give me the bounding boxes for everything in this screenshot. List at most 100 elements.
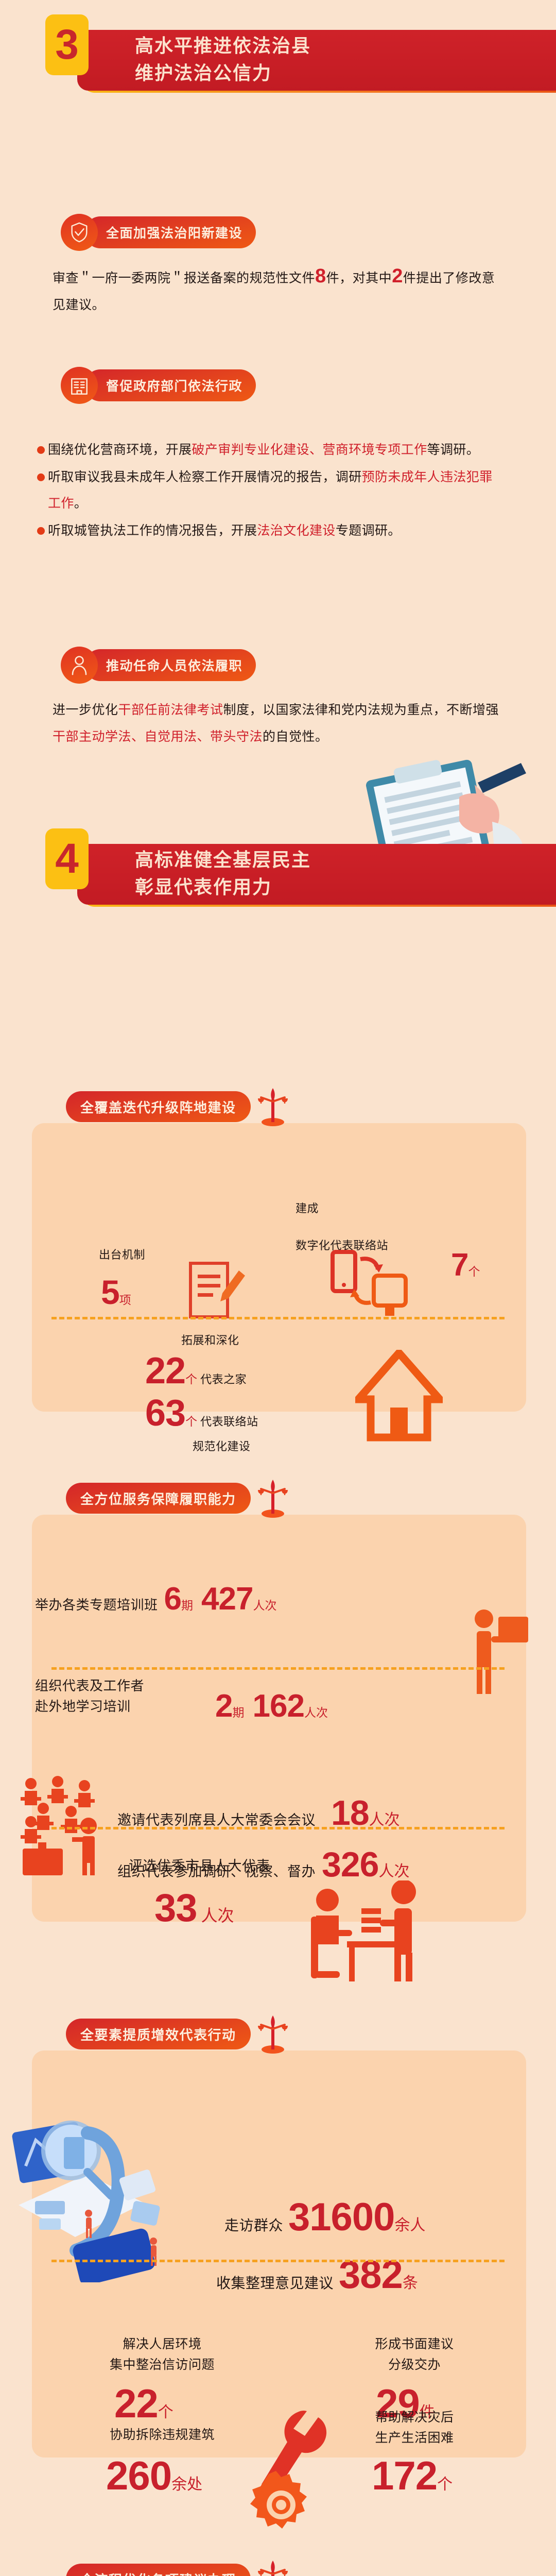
card-header-4: 全流程优化各项建议办理: [66, 2558, 289, 2576]
value-5: 5: [101, 1273, 120, 1311]
bullet-1-hl: 破产审判专业化建设、营商环境专项工作: [192, 443, 427, 457]
para3-hl2: 干部主动学法、自觉用法、带头守法: [53, 730, 263, 744]
value-427: 427: [201, 1581, 253, 1617]
mascot-scales-icon: [257, 1480, 288, 1518]
house-icon: [355, 1350, 443, 1442]
value-22b: 22: [114, 2381, 159, 2426]
card-title-1: 全覆盖迭代升级阵地建设: [66, 1091, 251, 1122]
label-standardization: 规范化建设: [193, 1440, 251, 1453]
device-sync-icon: [331, 1250, 408, 1316]
bullet-1-a: 围绕优化营商环境，开展: [48, 443, 192, 457]
stat-written-suggestions: 29 件: [376, 2380, 435, 2427]
para-text-3: 对其中: [352, 271, 392, 285]
bullet-dot-icon: [37, 527, 45, 535]
subsection-title-1: 全面加强法治阳新建设: [84, 216, 256, 248]
card-divider: [51, 1317, 505, 1319]
magnifier-data-icon: [12, 2121, 160, 2282]
unit-ge-3: 个: [185, 1415, 198, 1428]
stat-mechanism: 5 项: [101, 1273, 131, 1312]
value-260: 260: [106, 2453, 172, 2498]
section-title-3: 高水平推进依法治县 维护法治公信力: [135, 35, 311, 83]
mascot-scales-icon: [257, 2015, 288, 2054]
bullet-2-b: 。: [74, 496, 88, 511]
unit-qi-2: 期: [232, 1706, 245, 1719]
stat-8: 8: [315, 265, 326, 287]
card-title-4: 全流程优化各项建议办理: [66, 2564, 251, 2576]
label-training-classes: 举办各类专题培训班: [35, 1597, 158, 1613]
value-162: 162: [252, 1688, 304, 1724]
bullet-1-b: 等调研。: [427, 443, 480, 457]
mascot-scales-icon: [257, 1088, 288, 1126]
card-header-2: 全方位服务保障履职能力: [66, 1478, 289, 1519]
label-built: 建成: [296, 1202, 319, 1215]
para-text-4: 件提出了修改意见建议。: [53, 271, 495, 312]
value-18: 18: [331, 1793, 370, 1833]
card-title-2: 全方位服务保障履职能力: [66, 1483, 251, 1514]
unit-tiao: 条: [402, 2275, 418, 2292]
bullet-3-hl: 法治文化建设: [257, 523, 336, 538]
label-living-environment: 解决人居环境 集中整治信访问题: [109, 2337, 215, 2372]
card-title-3: 全要素提质增效代表行动: [66, 2019, 251, 2049]
subsection-header-1: 全面加强法治阳新建设: [61, 214, 256, 251]
card-divider: [51, 2260, 505, 2262]
bullet-dot-icon: [37, 446, 45, 454]
list-item: 听取城管执法工作的情况报告，开展法治文化建设专题调研。: [37, 518, 500, 544]
pencil-doc-icon: [189, 1262, 245, 1318]
shield-icon: [61, 214, 98, 251]
value-22: 22: [145, 1350, 186, 1392]
bullet-3-a: 听取城管执法工作的情况报告，开展: [48, 523, 257, 538]
value-33: 33: [154, 1886, 198, 1930]
label-disaster-relief: 帮助解决灾后 生产生活困难: [375, 2410, 454, 2445]
value-63: 63: [145, 1393, 186, 1434]
label-excellent-representative: 评选优秀市县人大代表: [129, 1858, 270, 1874]
subsection-header-3: 推动任命人员依法履职: [61, 647, 256, 684]
card-service-capacity: [32, 1515, 526, 1922]
stat-row-research: 组织代表参加调研、视察、督办 326 人次: [117, 1844, 409, 1885]
para-text-2: 件，: [326, 271, 353, 285]
para-text-1: 审查＂一府一委两院＂报送备案的规范性文件: [53, 271, 316, 285]
value-6: 6: [164, 1581, 182, 1617]
list-item: 听取审议我县未成年人检察工作开展情况的报告，调研预防未成年人违法犯罪工作。: [37, 464, 500, 517]
label-assist-demolition: 协助拆除违规建筑: [109, 2428, 215, 2442]
unit-renci-2: 人次: [304, 1706, 328, 1719]
person-icon: [61, 647, 98, 684]
label-visit-public: 走访群众: [224, 2217, 284, 2233]
unit-yuchu: 余处: [171, 2476, 203, 2493]
card-header-3: 全要素提质增效代表行动: [66, 2013, 289, 2055]
subsection-paragraph-1: 审查＂一府一委两院＂报送备案的规范性文件8件，对其中2件提出了修改意见建议。: [53, 263, 506, 318]
label-external-training: 组织代表及工作者 赴外地学习培训: [35, 1678, 145, 1714]
unit-renci-4: 人次: [378, 1863, 410, 1880]
subsection-bullets-2: 围绕优化营商环境，开展破产审判专业化建设、营商环境专项工作等调研。 听取审议我县…: [37, 437, 500, 545]
stat-excellent-representative: 33 人次: [154, 1886, 234, 1930]
unit-ge-1: 个: [468, 1265, 480, 1278]
suffix-station: 代表联络站: [200, 1415, 258, 1428]
unit-ge-2: 个: [185, 1372, 198, 1386]
stat-row-attend: 邀请代表列席县人大常委会会议 18 人次: [117, 1793, 400, 1833]
card-divider: [51, 1667, 505, 1670]
banner-red-bar: [77, 844, 556, 905]
card-positions-construction: [32, 1123, 526, 1412]
bullet-2-a: 听取审议我县未成年人检察工作开展情况的报告，调研: [48, 470, 362, 484]
value-31600: 31600: [288, 2195, 395, 2239]
suffix-home: 代表之家: [200, 1373, 247, 1386]
unit-ge-4: 个: [158, 2404, 173, 2421]
label-attend-meeting: 邀请代表列席县人大常委会会议: [117, 1812, 316, 1828]
desk-meeting-icon: [311, 1880, 416, 1981]
stat-digital-station: 7 个: [451, 1247, 480, 1283]
subsection-paragraph-3: 进一步优化干部任前法律考试制度，以国家法律和党内法规为重点，不断增强干部主动学法…: [53, 697, 506, 750]
unit-renci-5: 人次: [201, 1906, 234, 1925]
unit-jian-1: 件: [419, 2404, 435, 2421]
label-collect-suggestions: 收集整理意见建议: [216, 2275, 334, 2291]
bullet-dot-icon: [37, 473, 45, 481]
card-header-1: 全覆盖迭代升级阵地建设: [66, 1086, 289, 1127]
unit-yuren: 余人: [394, 2217, 426, 2234]
building-icon: [61, 367, 98, 404]
stat-row-visits: 走访群众 31600 余人: [224, 2195, 425, 2240]
para3-hl1: 干部任前法律考试: [118, 703, 223, 717]
section-title-4: 高标准健全基层民主 彰显代表作用力: [135, 849, 311, 897]
audience-icon: [21, 1776, 97, 1875]
value-29: 29: [376, 2381, 420, 2426]
unit-ge-5: 个: [437, 2476, 453, 2493]
banner-red-bar: [77, 30, 556, 91]
section-number-4: 4: [45, 828, 89, 889]
